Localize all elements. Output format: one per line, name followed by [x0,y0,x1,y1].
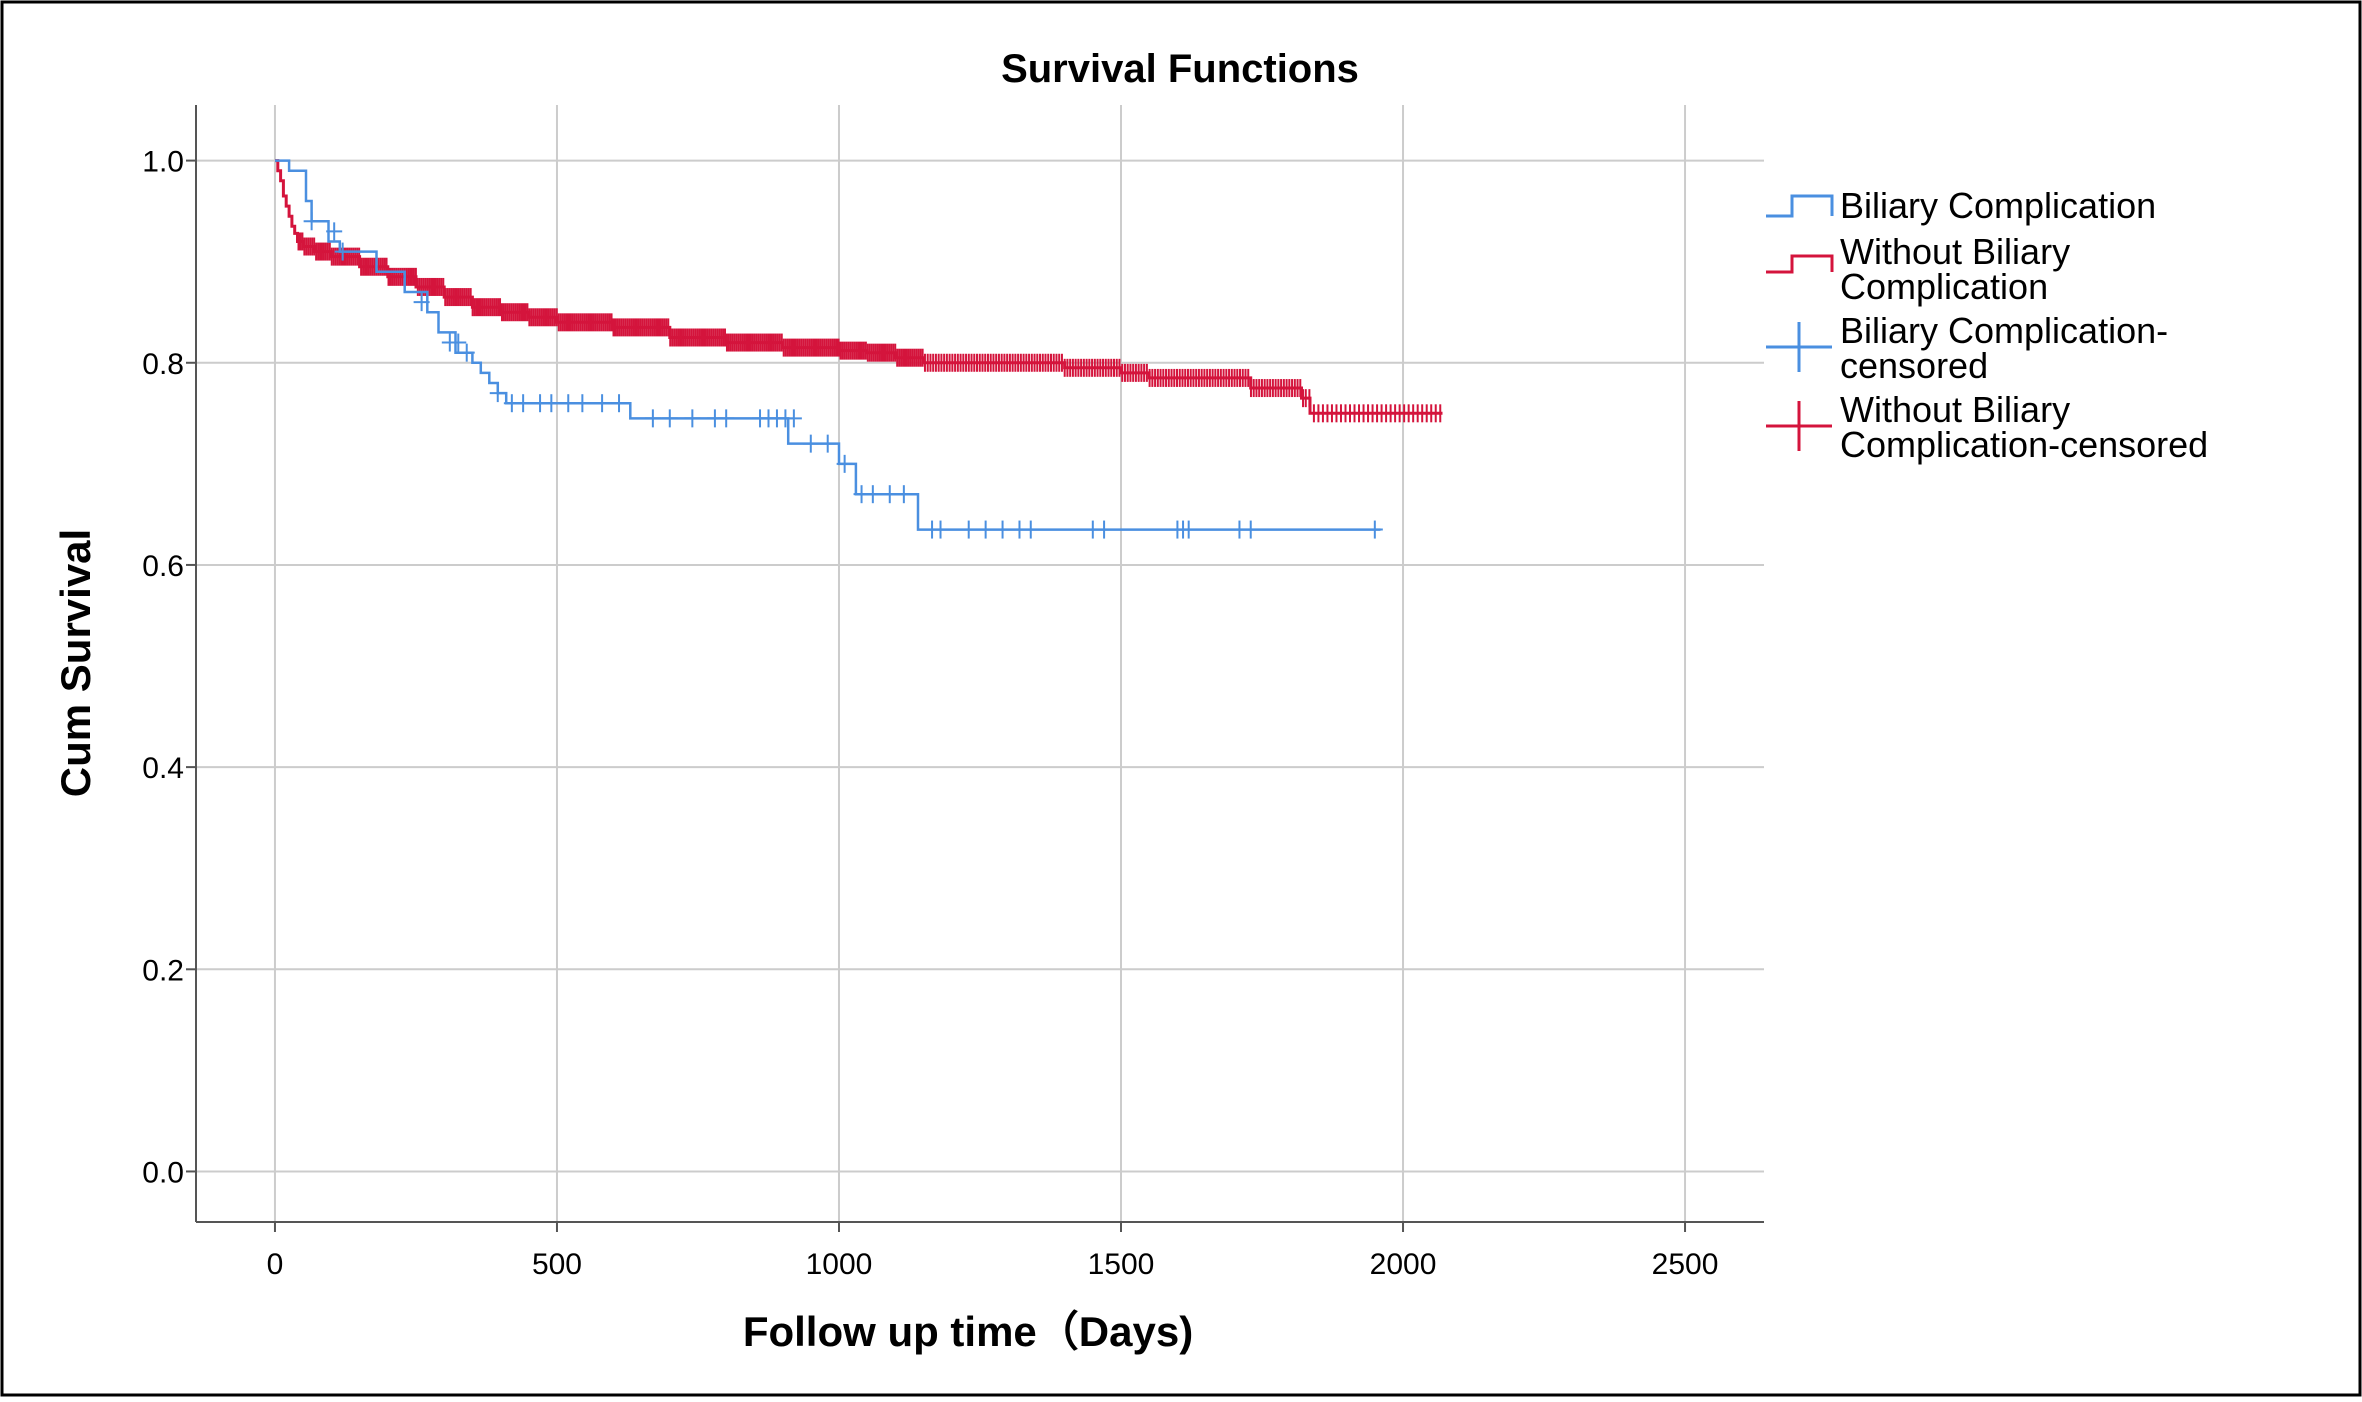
x-ticks: 0 500 1000 1500 2000 2500 [267,1222,1719,1281]
legend-step-swatch [1766,194,1834,218]
series-without-biliary-complication [275,159,1443,423]
x-tick-label: 500 [532,1248,582,1281]
x-tick-label: 1500 [1088,1248,1155,1281]
y-tick-label: 0.8 [142,348,184,381]
y-axis-label: Cum Survival [52,529,99,797]
legend-label: Biliary Complication [1840,185,2156,226]
x-tick-label: 2000 [1370,1248,1437,1281]
censor-marks-biliary [303,212,1383,539]
axes [195,105,1764,1223]
y-tick-label: 0.4 [142,752,184,785]
censor-marks-without-biliary [297,232,1442,423]
x-tick-label: 0 [267,1248,284,1281]
legend-label: Biliary Complication- censored [1840,310,2178,386]
legend-label: Without Biliary Complication [1840,231,2080,307]
series-biliary-complication [275,159,1383,539]
chart-title: Survival Functions [1001,47,1359,91]
legend-step-swatch [1766,254,1834,274]
y-tick-label: 1.0 [142,146,184,179]
legend-item-without-biliary-censored: Without Biliary Complication-censored [1766,389,2208,465]
grid-lines [196,105,1764,1222]
y-tick-label: 0.0 [142,1156,184,1189]
x-axis-label: Follow up time（Days) [743,1308,1193,1355]
y-ticks: 0.0 0.2 0.4 0.6 0.8 1.0 [142,146,196,1189]
y-tick-label: 0.6 [142,550,184,583]
series-layer [275,159,1443,539]
y-tick-label: 0.2 [142,954,184,987]
x-tick-label: 1000 [806,1248,873,1281]
legend-item-biliary: Biliary Complication [1766,185,2156,226]
legend-label: Without Biliary Complication-censored [1840,389,2208,465]
legend: Biliary Complication Without Biliary Com… [1766,185,2208,465]
legend-item-without-biliary: Without Biliary Complication [1766,231,2080,307]
x-tick-label: 2500 [1652,1248,1719,1281]
legend-item-biliary-censored: Biliary Complication- censored [1766,310,2178,386]
